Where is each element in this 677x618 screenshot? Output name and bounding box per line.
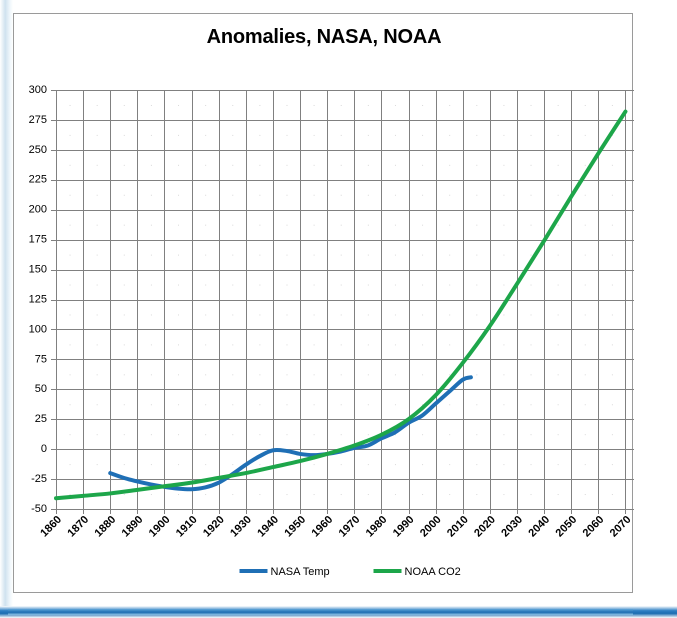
x-tick-label: 1930 [228,514,254,540]
x-tick-label: 2010 [445,514,471,540]
y-tick-label: 25 [35,413,47,425]
series-line-nasa-temp [108,375,473,492]
chart-title: Anomalies, NASA, NOAA [206,26,442,48]
x-tick-label: 2060 [581,514,607,540]
y-tick-label: -25 [31,473,47,485]
x-tick-label: 2040 [526,514,552,540]
x-tick-label: 2020 [472,514,498,540]
x-tick-label: 1910 [174,514,200,540]
series-group [54,109,628,501]
x-tick-label: 1900 [147,514,173,540]
x-tick-label: 1880 [93,514,119,540]
page-edge-bottom-accent [8,609,633,615]
y-tick-label: 300 [29,84,47,96]
x-tick-label: 2000 [418,514,444,540]
x-tick-label: 1950 [282,514,308,540]
y-tick-label: 75 [35,353,47,365]
chart-legend: NASA Temp NOAA CO2 [239,566,461,578]
x-tick-label: 1860 [38,514,64,540]
x-tick-label: 1920 [201,514,227,540]
x-tick-label: 2030 [499,514,525,540]
chart-plot: 3002752502252001751501251007550250-25-50… [29,84,634,578]
y-tick-label: 175 [29,234,47,246]
x-tick-label: 1940 [255,514,281,540]
y-tick-label: 0 [41,443,47,455]
y-tick-label: 125 [29,293,47,305]
x-tick-label: 1990 [391,514,417,540]
x-tick-label: 1970 [337,514,363,540]
x-tick-label: 2050 [554,514,580,540]
legend-label[interactable]: NASA Temp [271,566,330,578]
x-axis: 1860 1870 1880 1890 1900 1910 1920 1930 1940 1950… [38,509,634,540]
x-tick-label: 1980 [364,514,390,540]
y-tick-label: 150 [29,263,47,275]
y-tick-label: 225 [29,174,47,186]
chart-card: Anomalies, NASA, NOAA 300 275 250 225 200 175… [13,13,634,593]
minor-grid-dots [69,104,613,496]
y-tick-label: 100 [29,323,47,335]
x-tick-label: 1960 [309,514,335,540]
y-tick-label: 50 [35,383,47,395]
y-tick-label: 275 [29,114,47,126]
page-edge-bottom [0,606,677,618]
y-tick-label: -50 [31,503,47,515]
x-tick-label: 2070 [608,514,634,540]
page-edge-left [0,0,13,606]
legend-label[interactable]: NOAA CO2 [405,566,461,578]
y-tick-label: 200 [29,204,47,216]
x-tick-label: 1890 [120,514,146,540]
x-tick-label: 1870 [65,514,91,540]
y-tick-label: 250 [29,144,47,156]
series-line-noaa-co2 [54,109,628,501]
grid-lines [56,90,634,510]
